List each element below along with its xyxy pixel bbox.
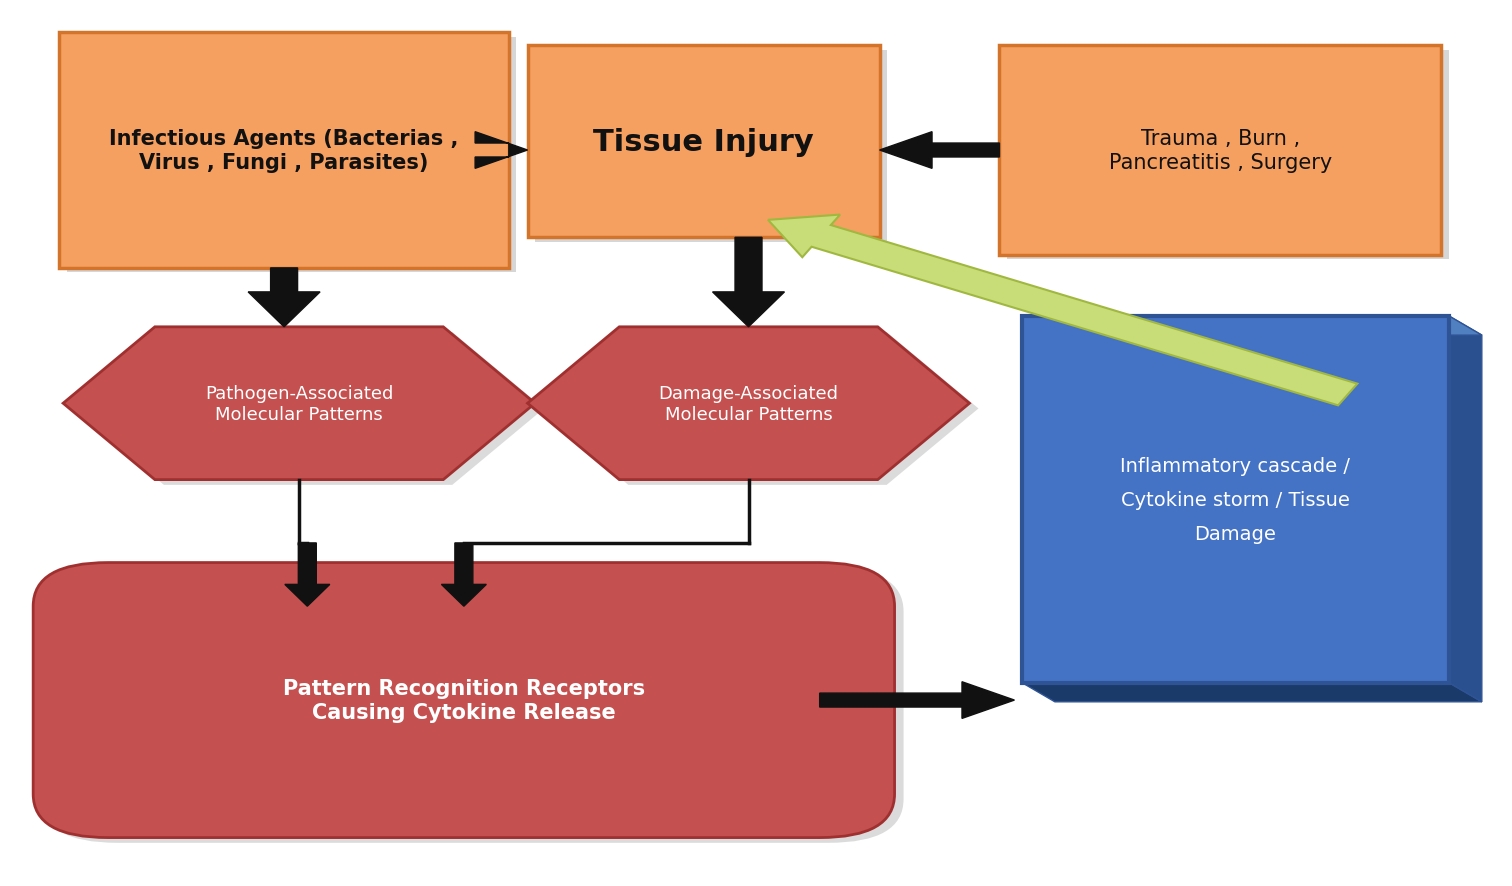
- FancyArrow shape: [820, 682, 1015, 719]
- FancyArrow shape: [880, 133, 999, 169]
- Text: Trauma , Burn ,
Pancreatitis , Surgery: Trauma , Burn , Pancreatitis , Surgery: [1108, 129, 1332, 173]
- FancyBboxPatch shape: [528, 46, 880, 238]
- Text: Pattern Recognition Receptors
Causing Cytokine Release: Pattern Recognition Receptors Causing Cy…: [283, 679, 646, 722]
- FancyArrow shape: [768, 215, 1358, 406]
- FancyBboxPatch shape: [535, 51, 888, 243]
- Polygon shape: [64, 328, 535, 480]
- Polygon shape: [73, 332, 544, 486]
- Polygon shape: [1022, 683, 1482, 702]
- FancyBboxPatch shape: [59, 33, 510, 268]
- FancyArrow shape: [475, 133, 528, 169]
- Text: Tissue Injury: Tissue Injury: [593, 128, 813, 157]
- Text: Damage-Associated
Molecular Patterns: Damage-Associated Molecular Patterns: [659, 385, 839, 424]
- Polygon shape: [1448, 316, 1482, 702]
- Text: Pathogen-Associated
Molecular Patterns: Pathogen-Associated Molecular Patterns: [206, 385, 393, 424]
- Polygon shape: [528, 328, 969, 480]
- FancyBboxPatch shape: [42, 568, 904, 843]
- FancyBboxPatch shape: [33, 563, 895, 837]
- FancyArrow shape: [442, 543, 487, 607]
- Polygon shape: [1022, 316, 1482, 336]
- Text: Infectious Agents (Bacterias ,
Virus , Fungi , Parasites): Infectious Agents (Bacterias , Virus , F…: [109, 129, 458, 173]
- Polygon shape: [537, 332, 978, 486]
- FancyBboxPatch shape: [67, 37, 516, 273]
- FancyArrow shape: [712, 238, 785, 328]
- FancyArrow shape: [248, 268, 321, 328]
- FancyBboxPatch shape: [1007, 51, 1448, 260]
- FancyBboxPatch shape: [1022, 316, 1448, 683]
- FancyBboxPatch shape: [999, 46, 1441, 255]
- Text: Inflammatory cascade /
Cytokine storm / Tissue
Damage: Inflammatory cascade / Cytokine storm / …: [1120, 456, 1350, 543]
- FancyArrow shape: [284, 543, 330, 607]
